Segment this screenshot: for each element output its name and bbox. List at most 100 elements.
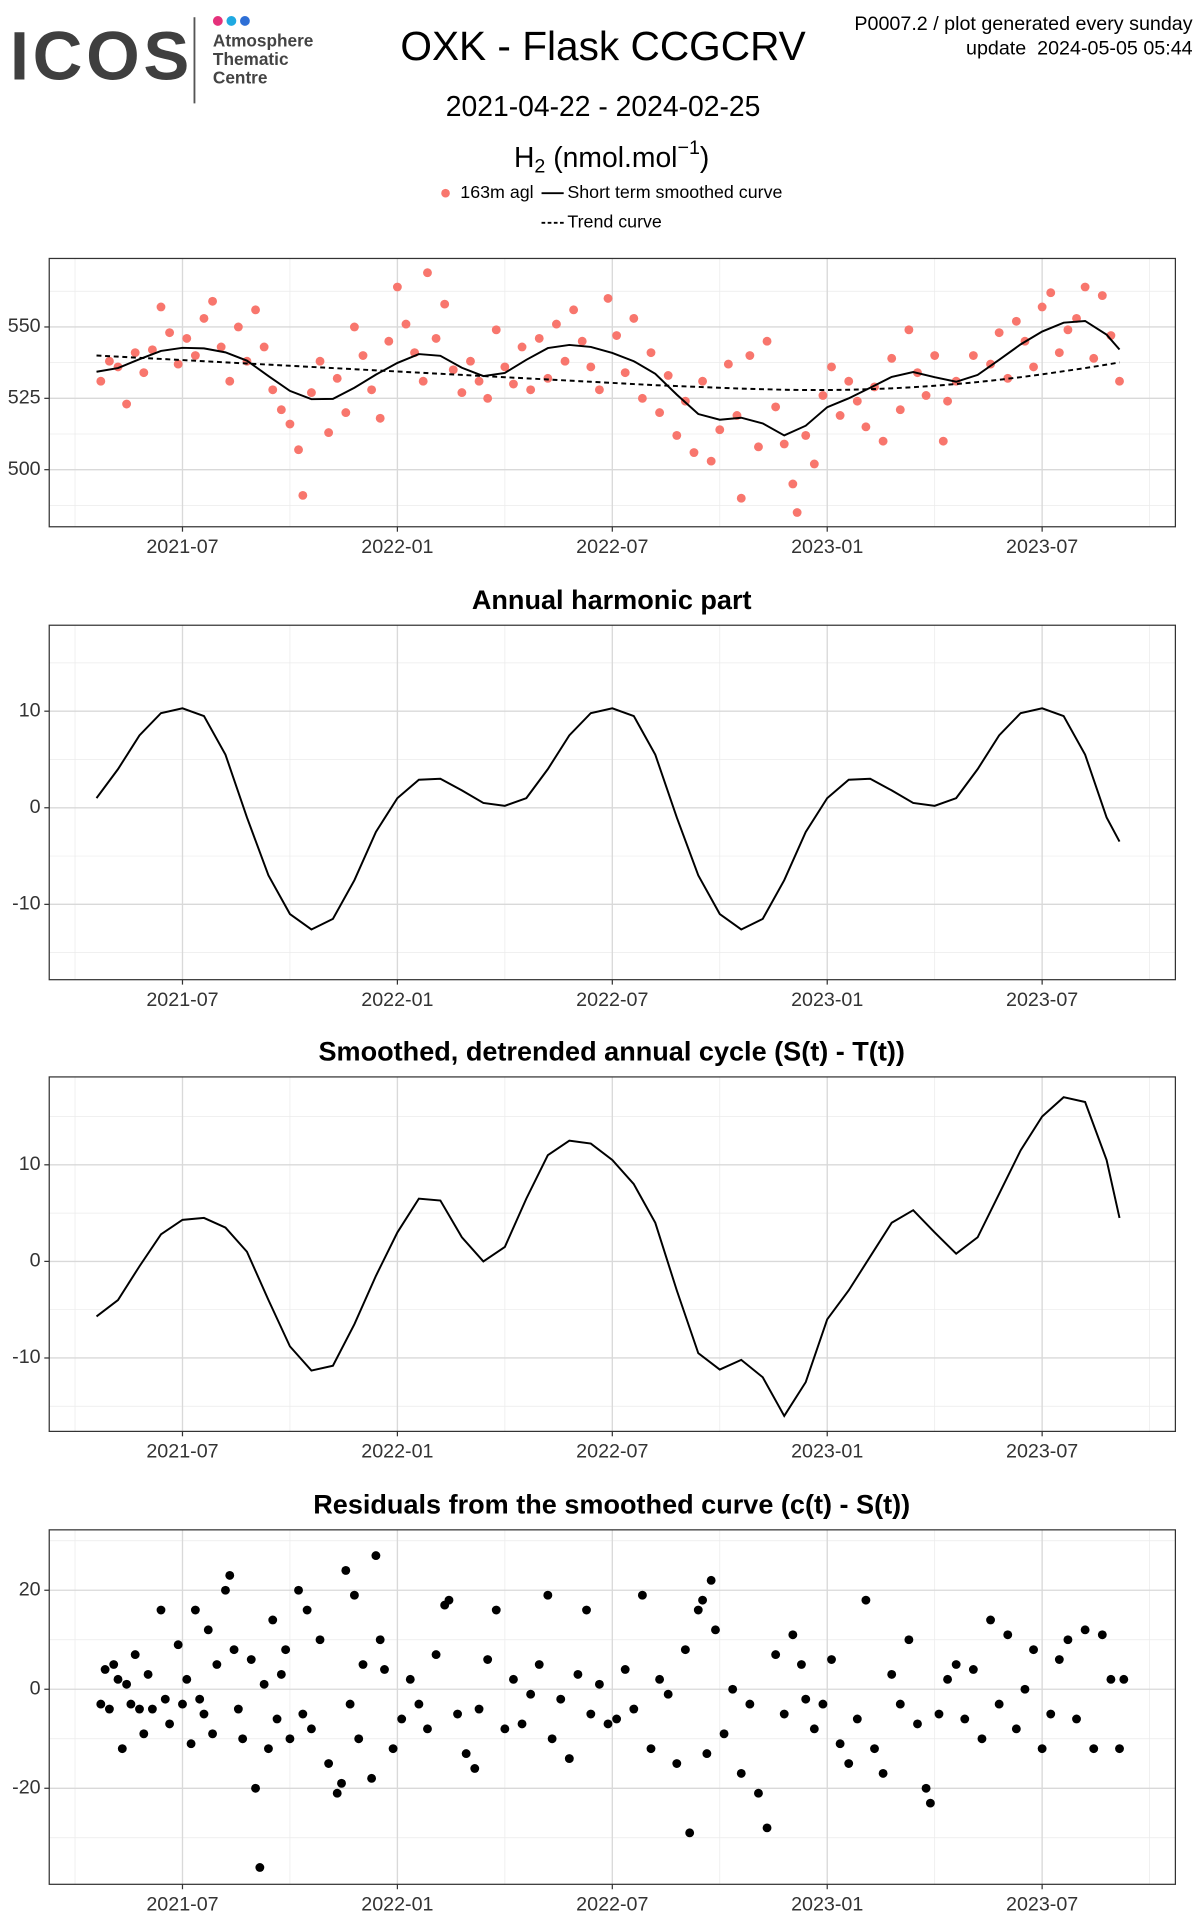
x-tick-label: 2022-07 <box>576 1893 648 1915</box>
point <box>517 342 527 352</box>
logo-text: Centre <box>213 67 268 87</box>
point <box>818 1699 828 1709</box>
point <box>104 1704 114 1714</box>
y-axis-label: H2 (nmol.mol−1) <box>514 137 709 177</box>
point <box>173 1640 183 1650</box>
point <box>470 1764 480 1773</box>
point <box>663 371 673 380</box>
point <box>698 1595 708 1605</box>
logo-dot <box>212 16 223 26</box>
point <box>509 379 518 389</box>
point <box>698 376 708 386</box>
point <box>844 1759 854 1768</box>
point <box>719 1729 729 1739</box>
point <box>1003 1630 1013 1640</box>
y-tick-label: 0 <box>30 1677 41 1699</box>
x-tick-label: 2023-07 <box>1006 536 1078 558</box>
panel: -20 0 20 2021-07 2022-01 2022-07 2023-01 2023-0… <box>12 1489 1176 1915</box>
y-tick-label: 0 <box>30 796 41 818</box>
point <box>594 1679 604 1689</box>
x-tick-label: 2021-07 <box>146 536 218 558</box>
point <box>943 1674 953 1684</box>
point <box>655 408 665 418</box>
point <box>788 479 798 489</box>
point <box>294 445 303 455</box>
logo-text: Thematic <box>213 49 289 69</box>
line <box>95 707 1121 931</box>
point <box>754 442 763 452</box>
point <box>268 385 278 395</box>
point <box>285 419 295 429</box>
point <box>534 1660 544 1669</box>
point <box>792 508 802 517</box>
point <box>594 385 604 395</box>
point <box>762 1823 772 1833</box>
point <box>135 1704 144 1714</box>
point <box>904 1635 914 1645</box>
point <box>195 1694 205 1704</box>
point <box>702 1749 712 1759</box>
point <box>921 391 931 400</box>
point <box>272 1714 282 1724</box>
point <box>1054 1655 1064 1664</box>
point <box>1003 373 1013 383</box>
panel-title: Residuals from the smoothed curve (c(t) … <box>313 1489 910 1520</box>
y-tick-label: -10 <box>12 893 41 915</box>
x-tick-label: 2021-07 <box>146 1893 218 1915</box>
y-tick-label: 10 <box>19 699 41 721</box>
point <box>754 1788 763 1798</box>
logo: ICOS <box>10 18 193 95</box>
label-part: H <box>514 141 534 173</box>
point <box>268 1615 278 1625</box>
point <box>397 1714 407 1724</box>
x-tick-label: 2022-07 <box>576 989 648 1011</box>
point <box>801 430 811 440</box>
point <box>285 1734 295 1744</box>
point <box>603 293 613 303</box>
point <box>294 1585 303 1595</box>
point <box>663 1689 673 1699</box>
point <box>276 405 286 415</box>
point <box>147 345 157 355</box>
point <box>186 1739 196 1749</box>
point <box>251 305 260 315</box>
point <box>1115 376 1124 386</box>
point <box>1115 1744 1124 1754</box>
point <box>560 356 570 366</box>
point <box>384 336 394 346</box>
point <box>457 388 467 398</box>
logo-dot <box>240 16 250 26</box>
point <box>1020 1684 1030 1694</box>
point <box>208 1729 217 1739</box>
point <box>233 322 243 332</box>
point <box>315 1635 325 1645</box>
label-sub: 2 <box>534 156 545 178</box>
label-part: (nmol.mol <box>545 141 677 173</box>
point <box>349 322 359 332</box>
note: P0007.2 / plot generated every sunday <box>854 13 1192 35</box>
point <box>96 1699 106 1709</box>
point <box>728 1684 738 1694</box>
point <box>182 1674 192 1684</box>
x-tick-label: 2022-01 <box>361 989 433 1011</box>
point <box>367 1773 377 1783</box>
header: ICOS Atmosphere Thematic Centre OXK - Fl… <box>10 13 1193 178</box>
point <box>1011 316 1021 326</box>
point <box>466 356 475 366</box>
point <box>930 351 940 360</box>
point <box>251 1783 260 1793</box>
point <box>711 1625 720 1635</box>
point <box>221 1585 230 1595</box>
point <box>104 356 114 366</box>
point <box>526 385 536 395</box>
point <box>852 1714 862 1724</box>
point <box>122 399 132 409</box>
point <box>582 1605 591 1615</box>
point <box>431 333 441 343</box>
point <box>870 1744 879 1754</box>
point <box>276 1669 286 1679</box>
point <box>414 1699 424 1709</box>
point <box>1029 362 1038 372</box>
point <box>629 1704 639 1714</box>
point <box>809 459 819 469</box>
